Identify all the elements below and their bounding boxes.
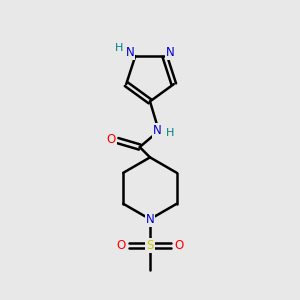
Text: S: S — [146, 239, 154, 252]
Text: O: O — [106, 133, 116, 146]
Text: O: O — [174, 239, 183, 252]
Text: N: N — [166, 46, 174, 59]
Text: H: H — [166, 128, 174, 138]
Text: N: N — [146, 213, 154, 226]
Text: N: N — [126, 46, 134, 59]
Text: H: H — [115, 43, 123, 53]
Text: O: O — [117, 239, 126, 252]
Text: N: N — [153, 124, 162, 137]
